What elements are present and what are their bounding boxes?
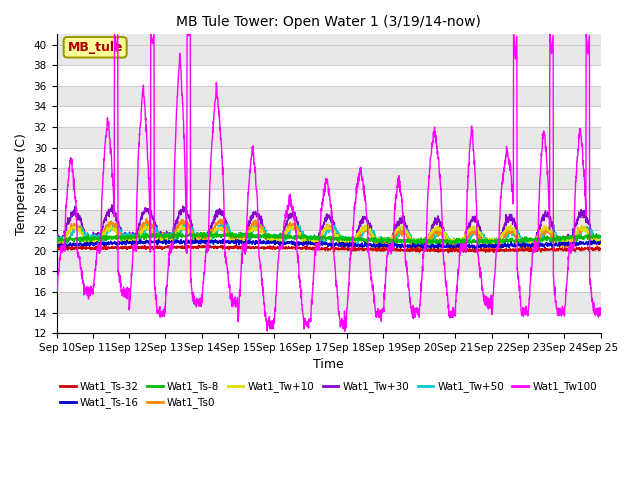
Bar <box>56 148 600 168</box>
Bar <box>56 65 600 86</box>
Bar <box>56 230 600 251</box>
Bar <box>56 45 600 65</box>
Bar <box>56 127 600 148</box>
Bar <box>56 210 600 230</box>
Bar <box>56 292 600 312</box>
Bar <box>56 107 600 127</box>
Text: MB_tule: MB_tule <box>67 41 123 54</box>
Bar <box>56 168 600 189</box>
Y-axis label: Temperature (C): Temperature (C) <box>15 133 28 235</box>
Bar <box>56 312 600 333</box>
Bar <box>56 251 600 271</box>
X-axis label: Time: Time <box>313 359 344 372</box>
Bar <box>56 189 600 210</box>
Bar <box>56 271 600 292</box>
Legend: Wat1_Ts-32, Wat1_Ts-16, Wat1_Ts-8, Wat1_Ts0, Wat1_Tw+10, Wat1_Tw+30, Wat1_Tw+50,: Wat1_Ts-32, Wat1_Ts-16, Wat1_Ts-8, Wat1_… <box>56 377 601 413</box>
Title: MB Tule Tower: Open Water 1 (3/19/14-now): MB Tule Tower: Open Water 1 (3/19/14-now… <box>176 15 481 29</box>
Bar <box>56 86 600 107</box>
